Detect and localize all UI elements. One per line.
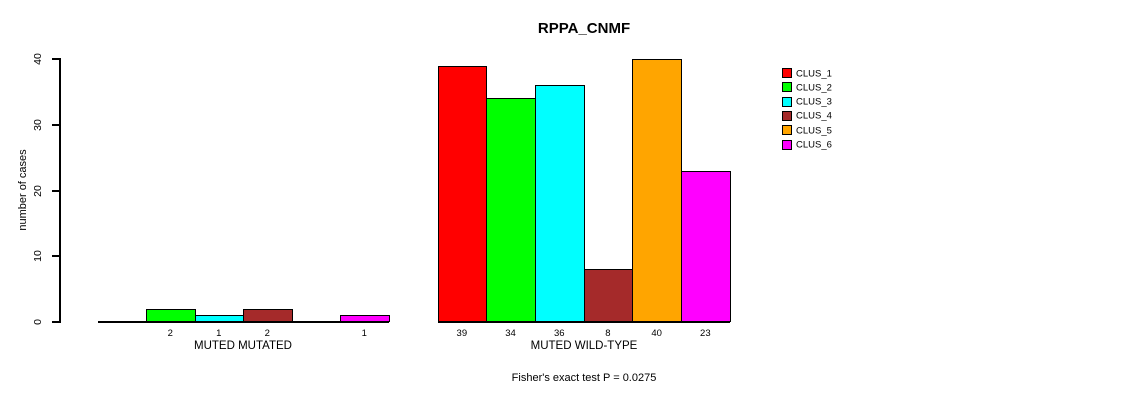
bar-CLUS_4 — [583, 269, 634, 322]
legend-swatch-CLUS_2 — [782, 82, 792, 93]
legend-swatch-CLUS_6 — [782, 139, 792, 150]
bar-CLUS_2 — [146, 308, 196, 322]
x-axis-baseline — [97, 321, 389, 323]
bar-value-label: 39 — [456, 328, 468, 339]
bar-CLUS_4 — [243, 308, 293, 322]
bar-CLUS_2 — [486, 98, 536, 322]
bar-value-label: 2 — [167, 328, 173, 339]
y-axis-tick-label: 0 — [32, 319, 44, 325]
y-axis-tick-label: 10 — [32, 250, 44, 263]
legend-label-CLUS_4: CLUS_4 — [796, 110, 832, 122]
fisher-test-annotation: Fisher's exact test P = 0.0275 — [511, 372, 657, 384]
bar-value-label: 23 — [700, 328, 711, 339]
bar-value-label: 40 — [651, 328, 662, 339]
y-axis-tick — [52, 255, 59, 258]
legend-label-CLUS_3: CLUS_3 — [796, 96, 832, 108]
legend-swatch-CLUS_1 — [782, 68, 792, 78]
y-axis-tick — [52, 58, 59, 60]
legend-label-CLUS_2: CLUS_2 — [796, 82, 832, 94]
group-label-muted-wild-type: MUTED WILD-TYPE — [530, 340, 638, 352]
legend-label-CLUS_6: CLUS_6 — [796, 139, 832, 151]
y-axis-label: number of cases — [17, 149, 29, 231]
bar-value-label: 36 — [553, 328, 565, 339]
bar-value-label: 34 — [505, 328, 516, 339]
legend-swatch-CLUS_3 — [782, 96, 792, 107]
bar-value-label: 1 — [216, 328, 222, 339]
chart-title: RPPA_CNMF — [537, 20, 631, 37]
x-axis-baseline — [437, 321, 730, 323]
y-axis-tick-label: 20 — [32, 184, 44, 197]
y-axis — [59, 58, 61, 323]
y-axis-tick — [52, 321, 59, 323]
y-axis-tick-label: 40 — [32, 53, 44, 65]
y-axis-tick-label: 30 — [32, 118, 44, 131]
y-axis-tick — [52, 123, 59, 126]
bar-value-label: 8 — [605, 328, 611, 339]
legend-label-CLUS_5: CLUS_5 — [796, 125, 832, 137]
bar-CLUS_1 — [437, 65, 488, 322]
bar-CLUS_6 — [681, 170, 731, 322]
y-axis-tick — [52, 189, 59, 192]
bar-CLUS_3 — [194, 315, 244, 322]
bar-CLUS_3 — [534, 85, 585, 322]
group-label-muted-mutated: MUTED MUTATED — [194, 340, 292, 352]
legend-label-CLUS_1: CLUS_1 — [796, 68, 832, 79]
bar-CLUS_6 — [340, 315, 390, 322]
legend-swatch-CLUS_5 — [782, 125, 792, 136]
bar-CLUS_5 — [632, 59, 682, 322]
bar-value-label: 1 — [361, 328, 367, 339]
bar-value-label: 2 — [264, 328, 270, 339]
legend-swatch-CLUS_4 — [782, 110, 792, 121]
